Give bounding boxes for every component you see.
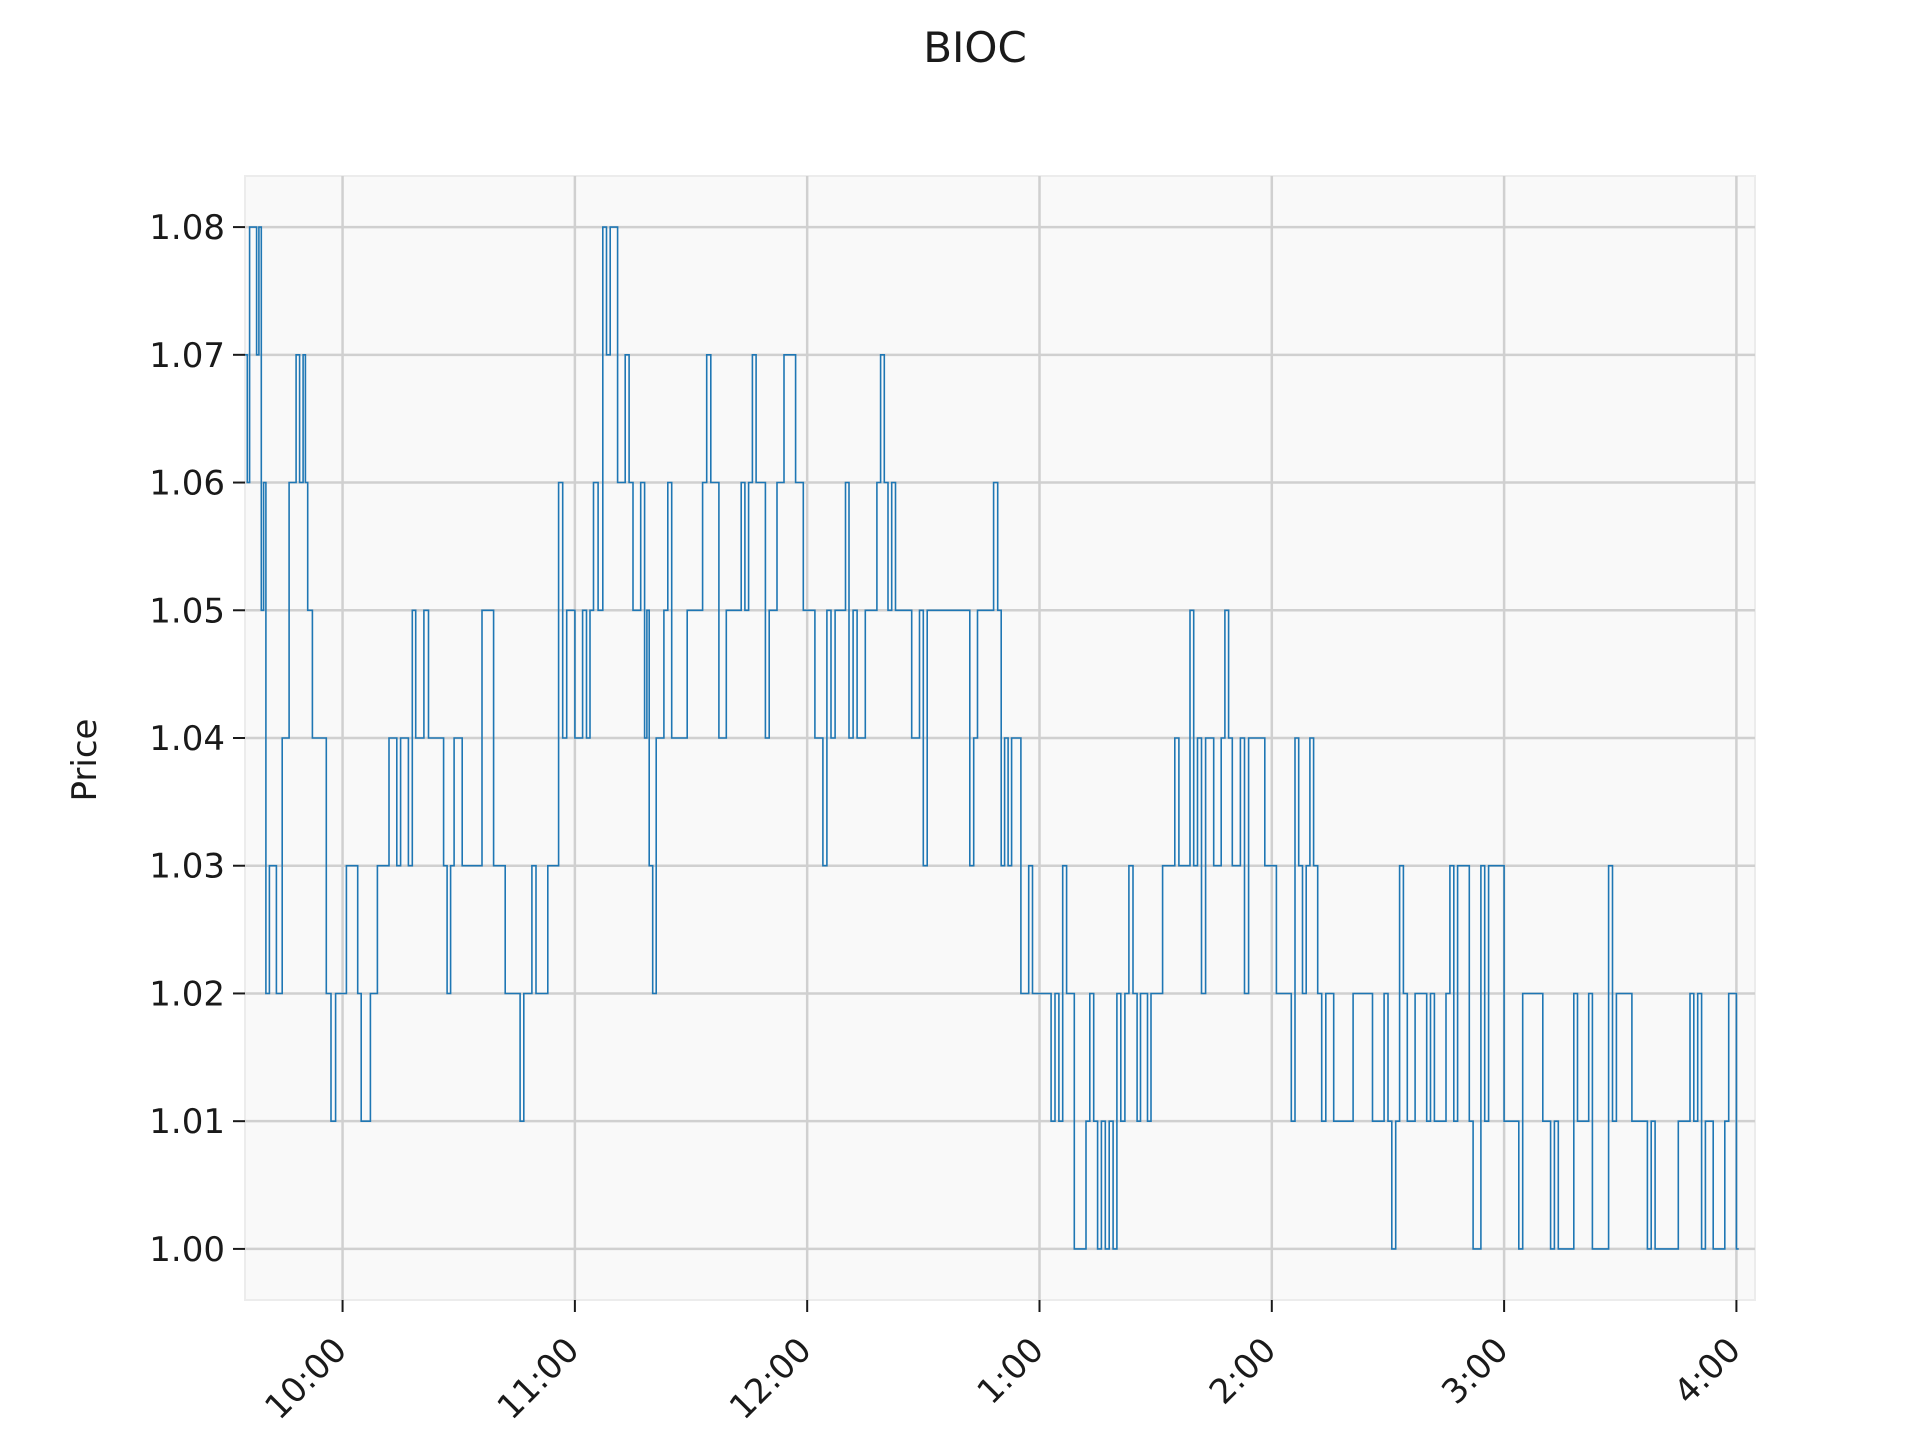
y-tick-label: 1.06 [149, 464, 225, 504]
y-tick-label: 1.07 [149, 336, 225, 376]
x-tick-label: 4:00 [1667, 1330, 1749, 1412]
price-series-line [245, 226, 1739, 1250]
series-layer [245, 226, 1739, 1250]
x-tick-label: 11:00 [490, 1330, 588, 1428]
x-tick-label: 2:00 [1202, 1330, 1284, 1412]
y-tick-label: 1.03 [149, 847, 225, 887]
y-tick-label: 1.01 [149, 1102, 225, 1142]
x-tick-label: 10:00 [257, 1330, 355, 1428]
x-tick-label: 12:00 [722, 1330, 820, 1428]
y-tick-label: 1.04 [149, 719, 225, 759]
y-tick-label: 1.00 [149, 1230, 225, 1270]
chart-title: BIOC [923, 23, 1027, 72]
grid-lines [245, 176, 1755, 1300]
x-tick-label: 3:00 [1434, 1330, 1516, 1412]
x-tick-label: 1:00 [970, 1330, 1052, 1412]
y-tick-label: 1.05 [149, 591, 225, 631]
y-tick-label: 1.08 [149, 208, 225, 248]
y-axis-label: Price [65, 719, 105, 802]
y-tick-label: 1.02 [149, 974, 225, 1014]
